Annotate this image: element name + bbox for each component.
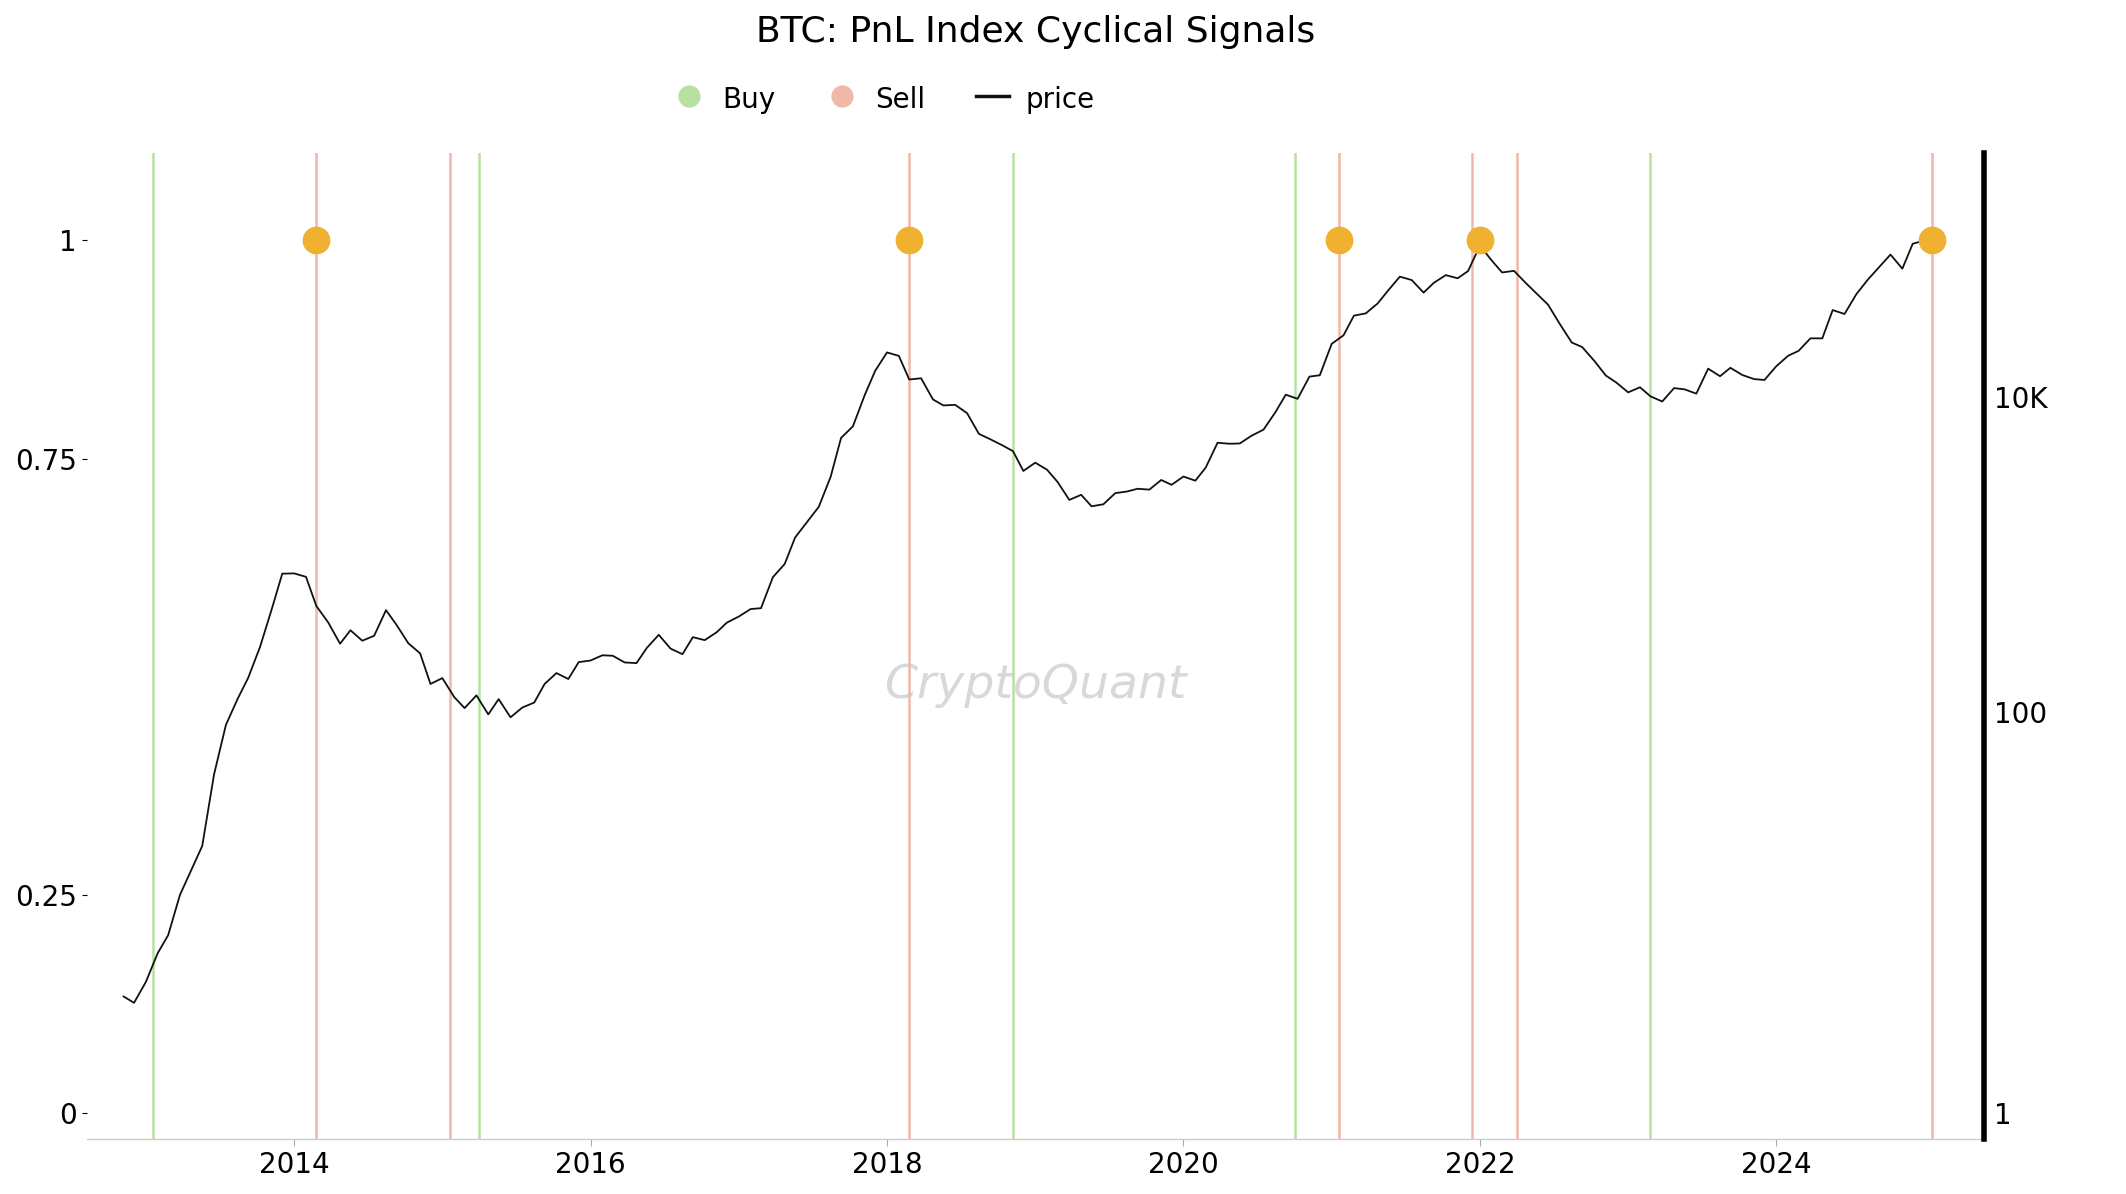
Legend: Buy, Sell, price: Buy, Sell, price	[661, 73, 1106, 125]
Text: CryptoQuant: CryptoQuant	[884, 663, 1186, 708]
Title: BTC: PnL Index Cyclical Signals: BTC: PnL Index Cyclical Signals	[755, 16, 1314, 49]
